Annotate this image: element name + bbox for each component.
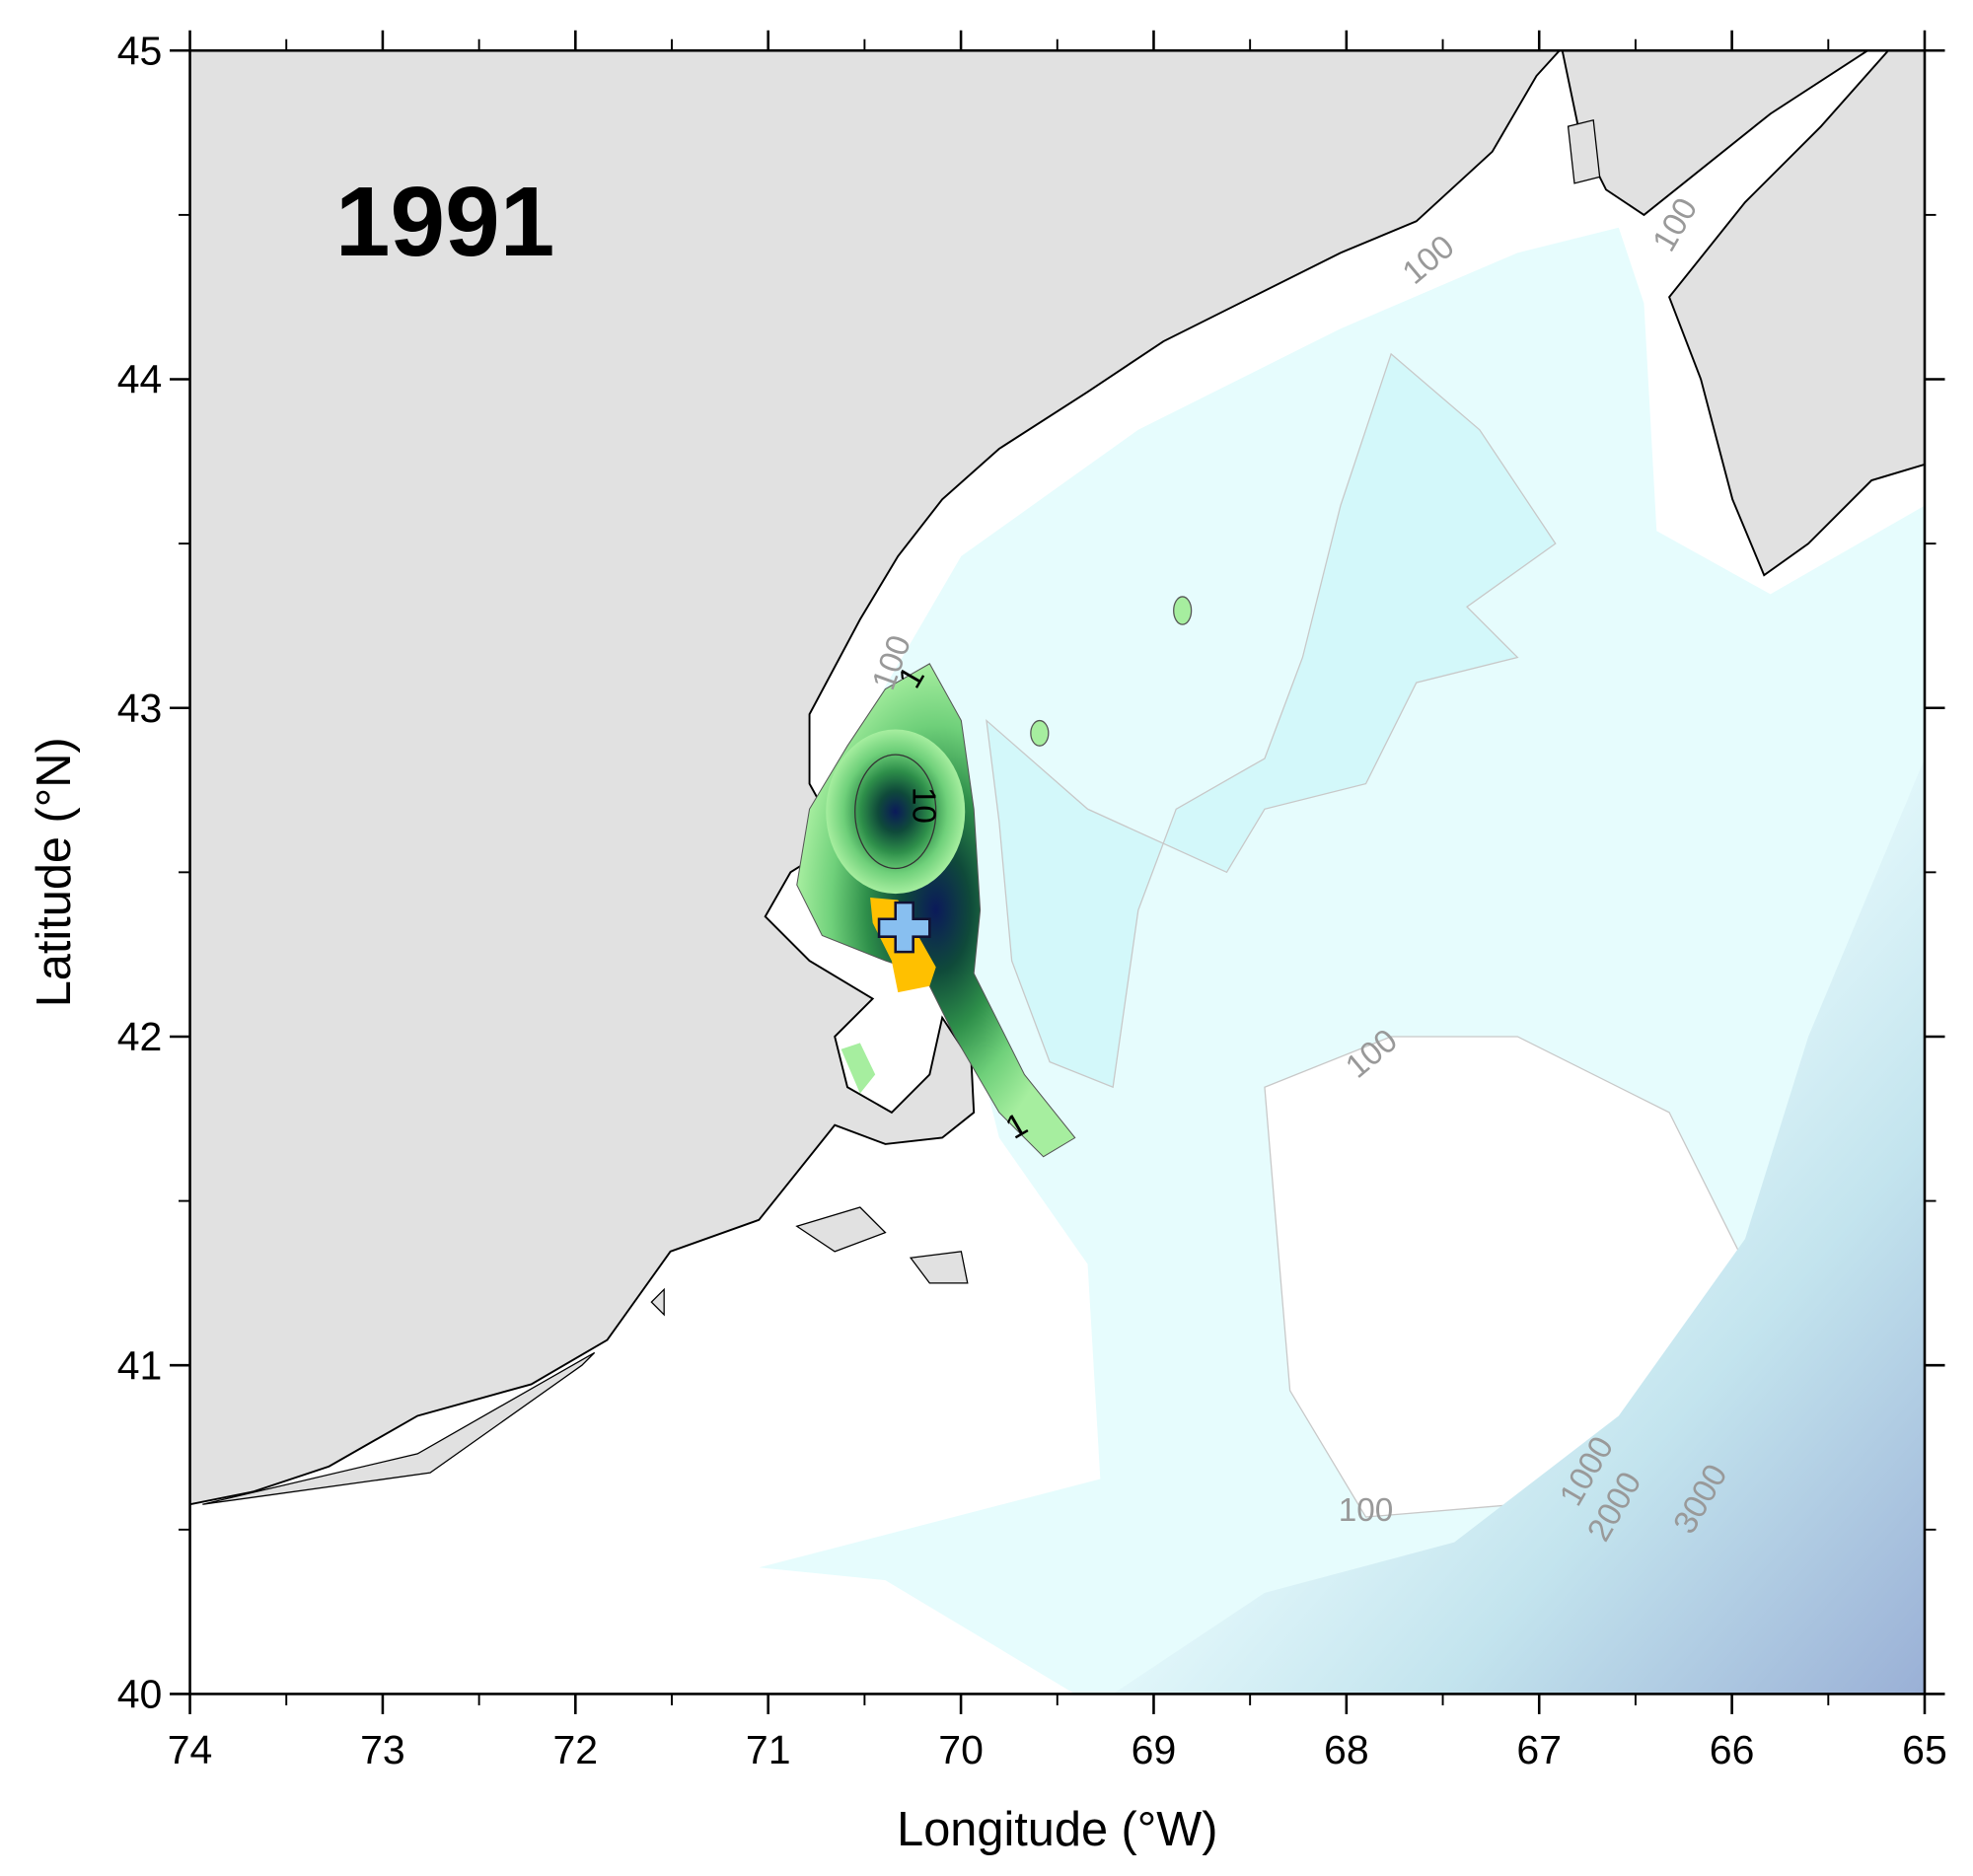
x-tick-label: 70 xyxy=(938,1727,984,1772)
y-tick-label: 42 xyxy=(117,1014,163,1059)
y-tick-label: 43 xyxy=(117,685,163,731)
y-tick-label: 40 xyxy=(117,1672,163,1717)
x-tick-label: 71 xyxy=(746,1727,791,1772)
deep-water xyxy=(1113,758,1925,1695)
contour-10 xyxy=(854,754,937,870)
y-tick-label: 44 xyxy=(117,357,163,402)
x-tick-label: 66 xyxy=(1710,1727,1755,1772)
x-tick-label: 67 xyxy=(1516,1727,1562,1772)
x-tick-label: 68 xyxy=(1324,1727,1369,1772)
y-tick-label: 41 xyxy=(117,1342,163,1388)
x-tick-label: 73 xyxy=(360,1727,405,1772)
islands xyxy=(202,1206,969,1505)
y-axis-label: Latitude (°N) xyxy=(28,737,81,1007)
basin xyxy=(986,352,1557,1089)
x-tick-label: 69 xyxy=(1132,1727,1177,1772)
map-area xyxy=(189,50,1925,1695)
disposal-site xyxy=(877,901,931,954)
plume-core xyxy=(826,729,966,895)
x-axis-label: Longitude (°W) xyxy=(897,1803,1217,1856)
patch xyxy=(1030,719,1050,747)
y-tick-label: 45 xyxy=(117,28,163,73)
grand-manan xyxy=(1567,118,1601,184)
x-tick-label: 72 xyxy=(553,1727,599,1772)
contour-label: 10 xyxy=(906,787,942,824)
contour-label: 100 xyxy=(1339,1492,1394,1529)
x-tick-label: 74 xyxy=(168,1727,213,1772)
nova-scotia xyxy=(1668,50,1925,577)
patch xyxy=(1173,596,1193,625)
x-tick-label: 65 xyxy=(1902,1727,1947,1772)
plume-cape xyxy=(840,1043,876,1094)
map-title: 1991 xyxy=(335,167,554,277)
